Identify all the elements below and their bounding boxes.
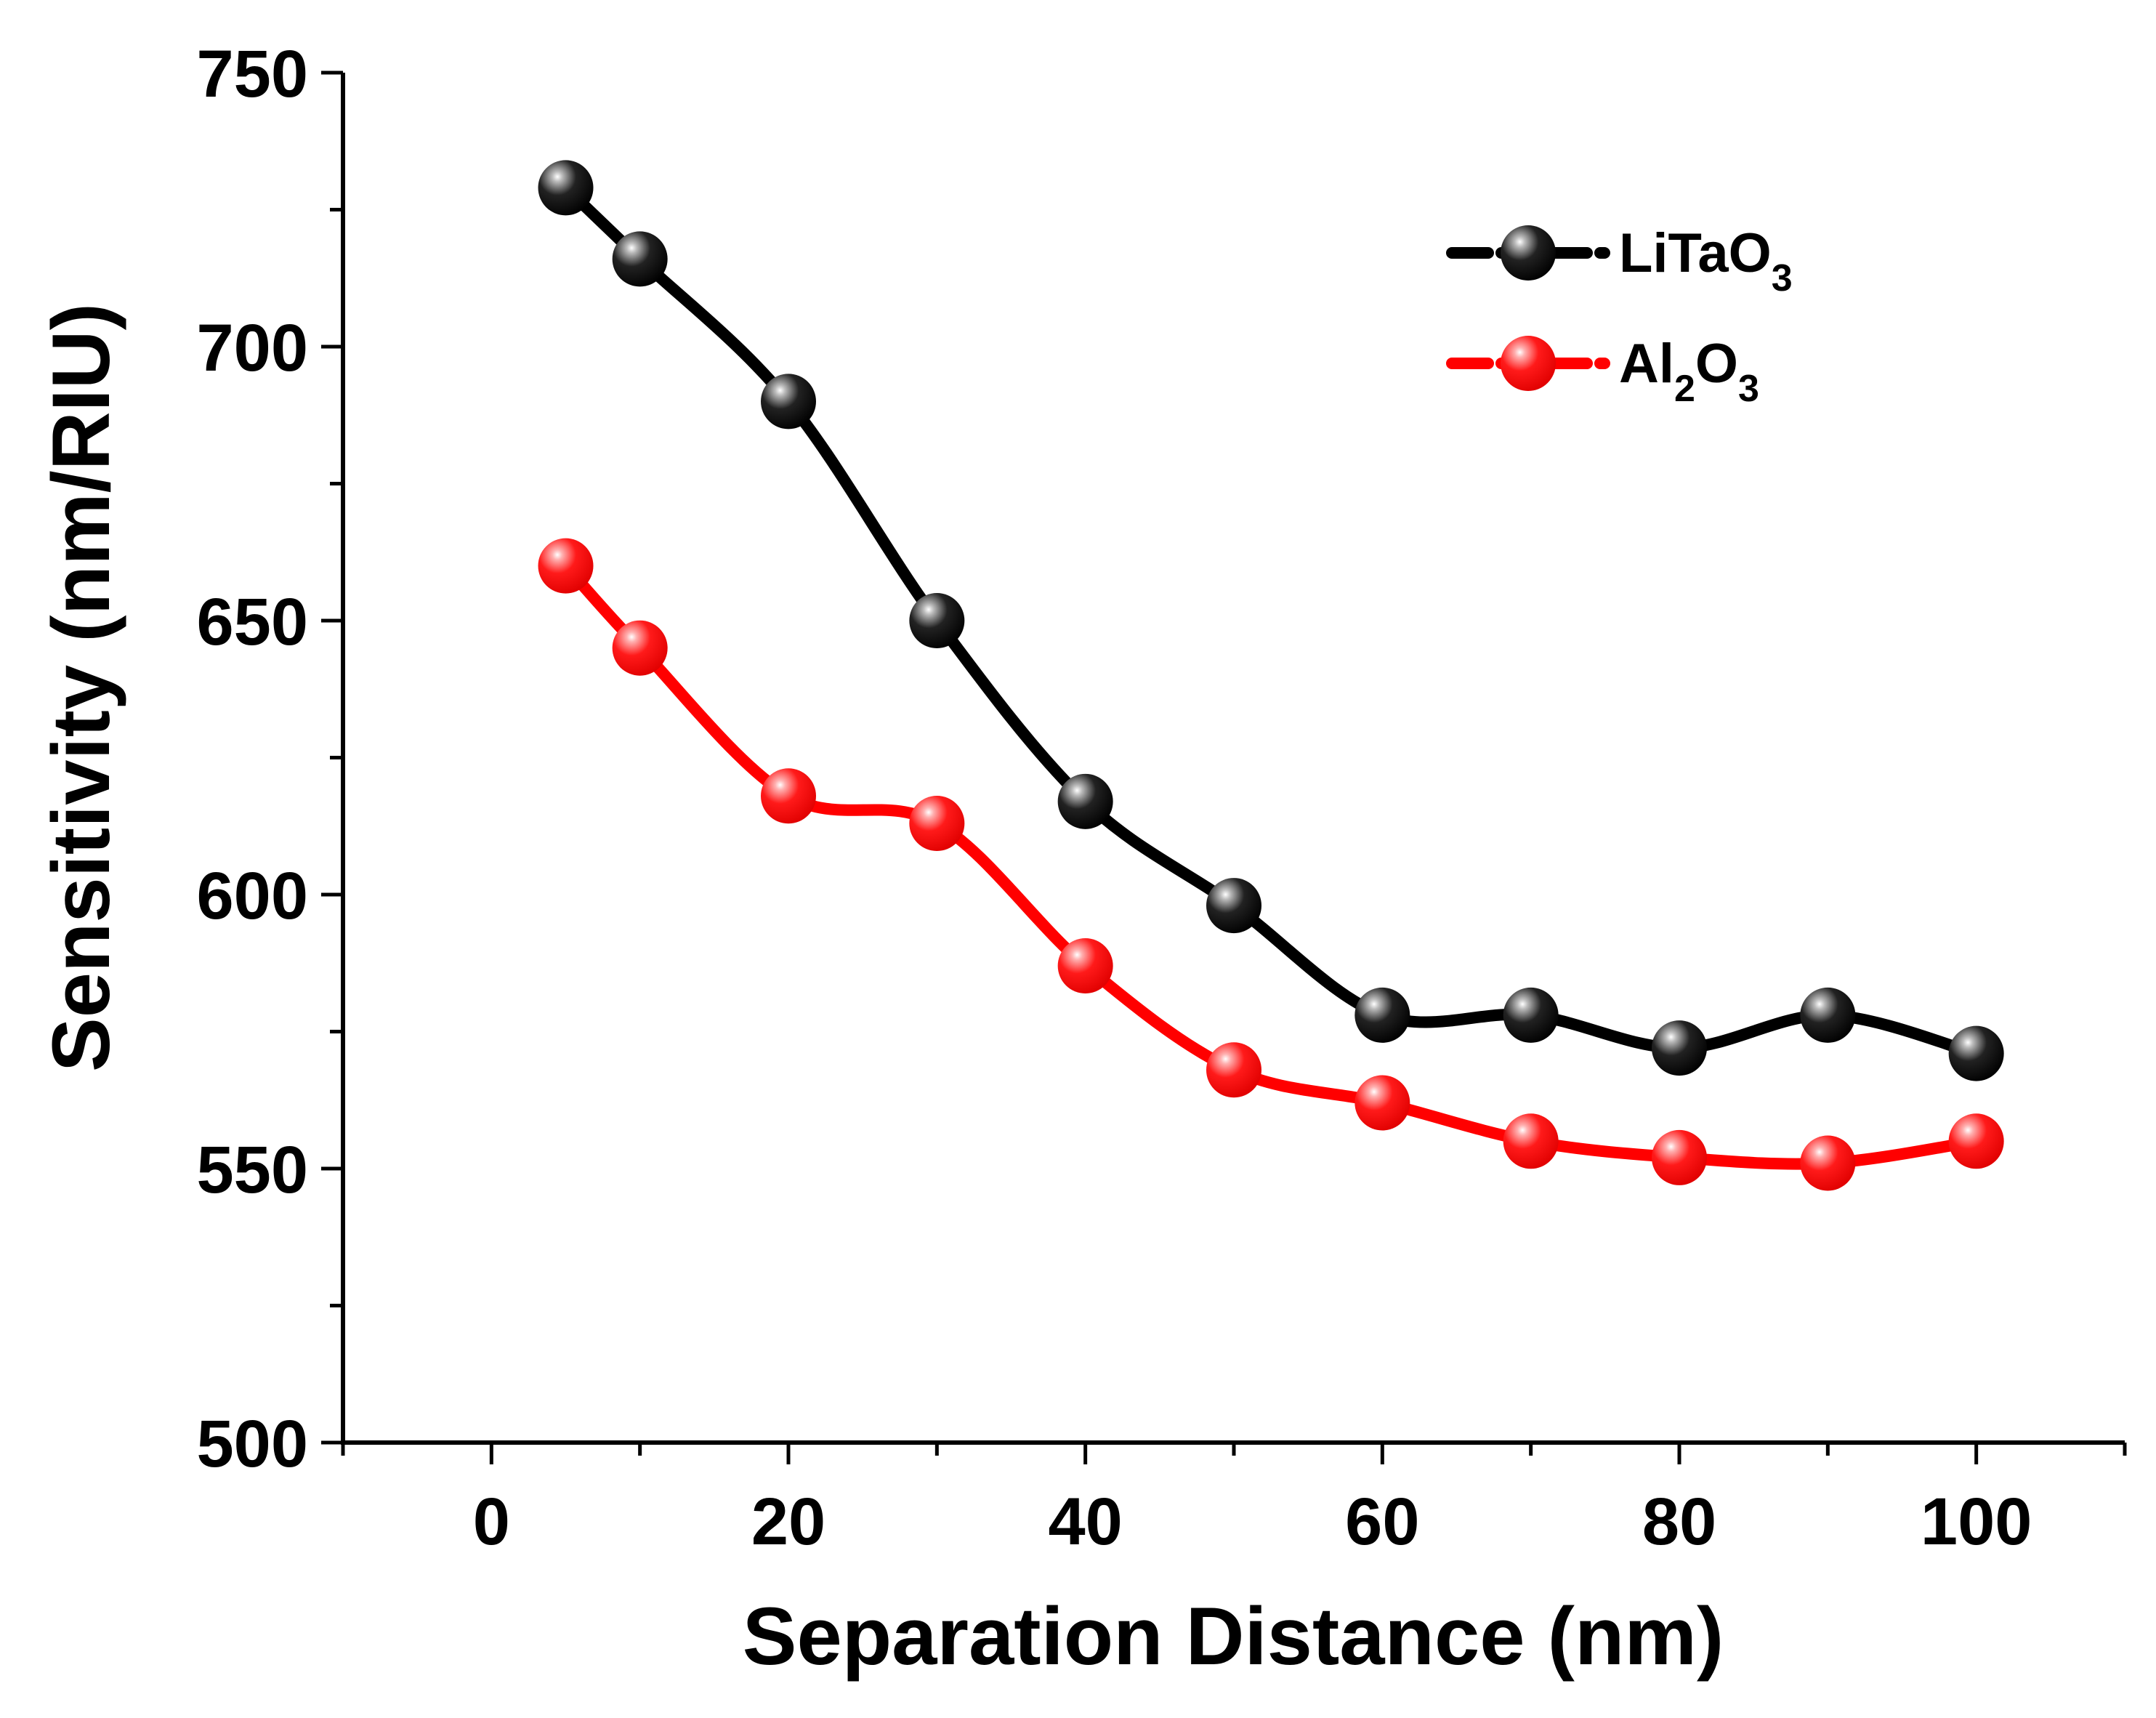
series-2 (538, 538, 2004, 1191)
x-axis-title: Separation Distance (nm) (743, 1591, 1724, 1682)
data-point (761, 768, 816, 824)
data-point (1503, 987, 1559, 1043)
data-point (1057, 938, 1113, 994)
x-tick-label: 40 (1048, 1485, 1122, 1559)
y-axis-title: Sensitivity (nm/RIU) (36, 303, 126, 1072)
data-point (538, 538, 594, 594)
data-point (909, 795, 965, 851)
series-layer (538, 160, 2004, 1191)
data-point (1354, 1075, 1410, 1131)
series-line (560, 182, 1982, 1060)
data-point (909, 593, 965, 648)
legend-label: Al2O3 (1619, 333, 1759, 410)
legend-label: LiTaO3 (1619, 222, 1793, 299)
legend-swatch-marker (1501, 225, 1556, 281)
data-point (612, 231, 668, 287)
y-tick-label: 500 (197, 1407, 309, 1481)
data-point (538, 160, 594, 216)
x-tick-label: 20 (751, 1485, 825, 1559)
y-ticks: 500 550 600 650 700 750 (197, 37, 343, 1481)
y-tick-label: 550 (197, 1133, 309, 1207)
x-tick-label: 60 (1345, 1485, 1419, 1559)
data-point (1503, 1113, 1559, 1169)
data-point (1800, 1135, 1856, 1191)
axes: 500 550 600 650 700 750 0 20 40 60 80 100 (197, 37, 2127, 1559)
y-tick-label: 650 (197, 585, 309, 659)
data-point (1354, 987, 1410, 1043)
data-point (1800, 987, 1856, 1043)
data-point (1652, 1129, 1707, 1185)
data-point (1057, 773, 1113, 829)
data-point (612, 620, 668, 676)
x-tick-label: 80 (1642, 1485, 1716, 1559)
data-point (1948, 1113, 2004, 1169)
series-line (560, 560, 1982, 1170)
data-point (1206, 878, 1261, 934)
data-point (761, 374, 816, 430)
data-point (1948, 1025, 2004, 1081)
legend-swatch-marker (1501, 336, 1556, 391)
legend-entry-2: Al2O3 (1446, 333, 1759, 410)
y-tick-label: 600 (197, 859, 309, 933)
y-tick-label: 700 (197, 311, 309, 385)
y-tick-label: 750 (197, 37, 309, 111)
legend: LiTaO3 Al2O3 (1446, 222, 1793, 410)
x-ticks: 0 20 40 60 80 100 (341, 1443, 2127, 1559)
data-point (1652, 1020, 1707, 1076)
x-tick-label: 100 (1921, 1485, 2032, 1559)
legend-entry-1: LiTaO3 (1446, 222, 1793, 299)
x-tick-label: 0 (473, 1485, 510, 1559)
data-point (1206, 1042, 1261, 1098)
series-1 (538, 160, 2004, 1081)
